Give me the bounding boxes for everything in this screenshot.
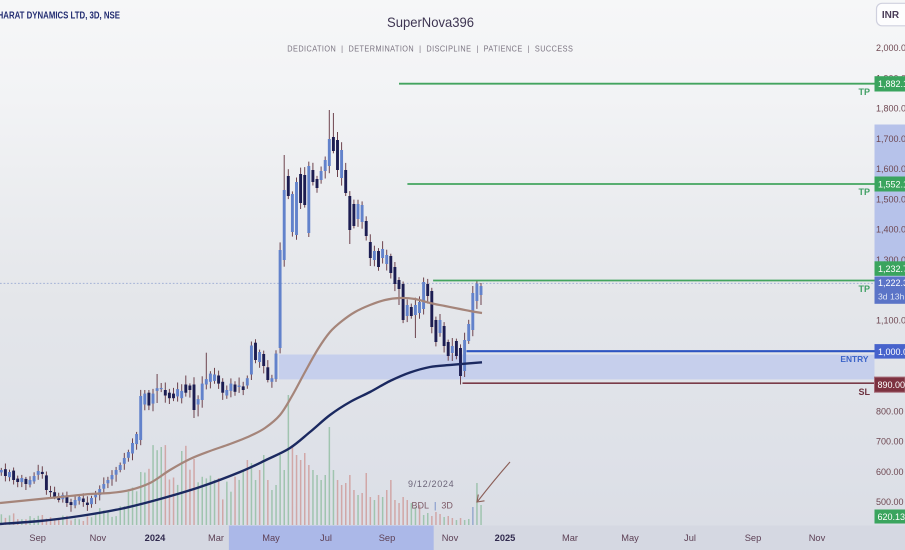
- svg-text:Sep: Sep: [29, 533, 46, 543]
- svg-text:BDL | 3D: BDL | 3D: [412, 501, 454, 511]
- svg-text:1,600.00: 1,600.00: [876, 164, 905, 174]
- svg-text:Nov: Nov: [809, 533, 826, 543]
- svg-text:DEDICATION | DETERMINATION: DEDICATION | DETERMINATION | DISCIPLINE …: [287, 45, 573, 54]
- svg-text:TP: TP: [858, 87, 870, 97]
- svg-text:Jul: Jul: [320, 533, 332, 543]
- svg-text:Jul: Jul: [684, 533, 696, 543]
- svg-text:9/12/2024: 9/12/2024: [408, 479, 454, 489]
- svg-text:3d 13h: 3d 13h: [878, 292, 905, 302]
- svg-text:May: May: [262, 533, 280, 543]
- svg-text:620.13: 620.13: [878, 512, 905, 522]
- svg-text:BHARAT DYNAMICS LTD, 3D, NSE: BHARAT DYNAMICS LTD, 3D, NSE: [0, 10, 120, 22]
- svg-text:1,500.00: 1,500.00: [876, 194, 905, 204]
- svg-text:1,400.00: 1,400.00: [876, 225, 905, 235]
- svg-text:1,222.35: 1,222.35: [878, 278, 905, 288]
- svg-text:1,232.70: 1,232.70: [878, 264, 905, 274]
- svg-text:1,300.00: 1,300.00: [876, 255, 905, 265]
- svg-text:700.00: 700.00: [876, 437, 904, 447]
- svg-text:ENTRY: ENTRY: [840, 354, 868, 364]
- svg-text:1,552.10: 1,552.10: [878, 179, 905, 189]
- svg-text:TP: TP: [858, 187, 870, 197]
- svg-text:890.00: 890.00: [878, 380, 905, 390]
- svg-text:1,882.15: 1,882.15: [878, 79, 905, 89]
- svg-text:SuperNova396: SuperNova396: [387, 15, 474, 30]
- svg-text:2024: 2024: [145, 533, 167, 543]
- svg-text:1,100.00: 1,100.00: [876, 316, 905, 326]
- svg-text:1,700.00: 1,700.00: [876, 134, 905, 144]
- svg-text:1,000.00: 1,000.00: [878, 347, 905, 357]
- svg-text:Sep: Sep: [745, 533, 762, 543]
- svg-text:Mar: Mar: [562, 533, 578, 543]
- svg-text:Nov: Nov: [90, 533, 107, 543]
- svg-text:INR: INR: [882, 10, 900, 21]
- svg-text:1,800.00: 1,800.00: [876, 104, 905, 114]
- svg-text:2,000.00: 2,000.00: [876, 43, 905, 53]
- svg-text:Sep: Sep: [379, 533, 396, 543]
- svg-text:800.00: 800.00: [876, 406, 904, 416]
- svg-text:Mar: Mar: [208, 533, 224, 543]
- svg-text:2025: 2025: [495, 533, 516, 543]
- svg-text:May: May: [621, 533, 639, 543]
- svg-text:TP: TP: [858, 284, 870, 294]
- svg-text:SL: SL: [858, 387, 870, 397]
- svg-text:Nov: Nov: [442, 533, 459, 543]
- svg-text:600.00: 600.00: [876, 467, 904, 477]
- svg-text:500.00: 500.00: [876, 497, 904, 507]
